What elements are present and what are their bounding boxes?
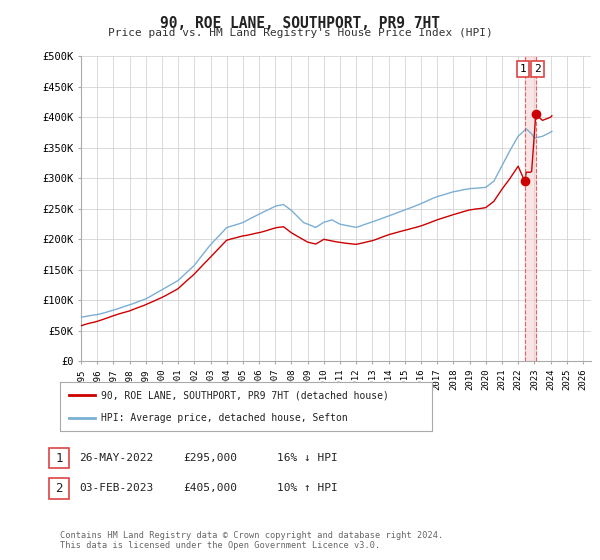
Text: 2: 2 (534, 64, 541, 74)
Text: 16% ↓ HPI: 16% ↓ HPI (277, 453, 338, 463)
Text: 1: 1 (55, 451, 62, 465)
Text: 90, ROE LANE, SOUTHPORT, PR9 7HT: 90, ROE LANE, SOUTHPORT, PR9 7HT (160, 16, 440, 31)
Text: £295,000: £295,000 (183, 453, 237, 463)
Text: £405,000: £405,000 (183, 483, 237, 493)
Text: HPI: Average price, detached house, Sefton: HPI: Average price, detached house, Seft… (101, 413, 347, 423)
Text: 03-FEB-2023: 03-FEB-2023 (79, 483, 154, 493)
Text: 10% ↑ HPI: 10% ↑ HPI (277, 483, 338, 493)
Bar (525, 56, 536, 361)
Text: 2: 2 (55, 482, 62, 495)
Text: 26-MAY-2022: 26-MAY-2022 (79, 453, 154, 463)
Text: 1: 1 (520, 64, 527, 74)
Text: 90, ROE LANE, SOUTHPORT, PR9 7HT (detached house): 90, ROE LANE, SOUTHPORT, PR9 7HT (detach… (101, 390, 389, 400)
Text: Price paid vs. HM Land Registry's House Price Index (HPI): Price paid vs. HM Land Registry's House … (107, 28, 493, 38)
Text: Contains HM Land Registry data © Crown copyright and database right 2024.
This d: Contains HM Land Registry data © Crown c… (60, 530, 443, 550)
